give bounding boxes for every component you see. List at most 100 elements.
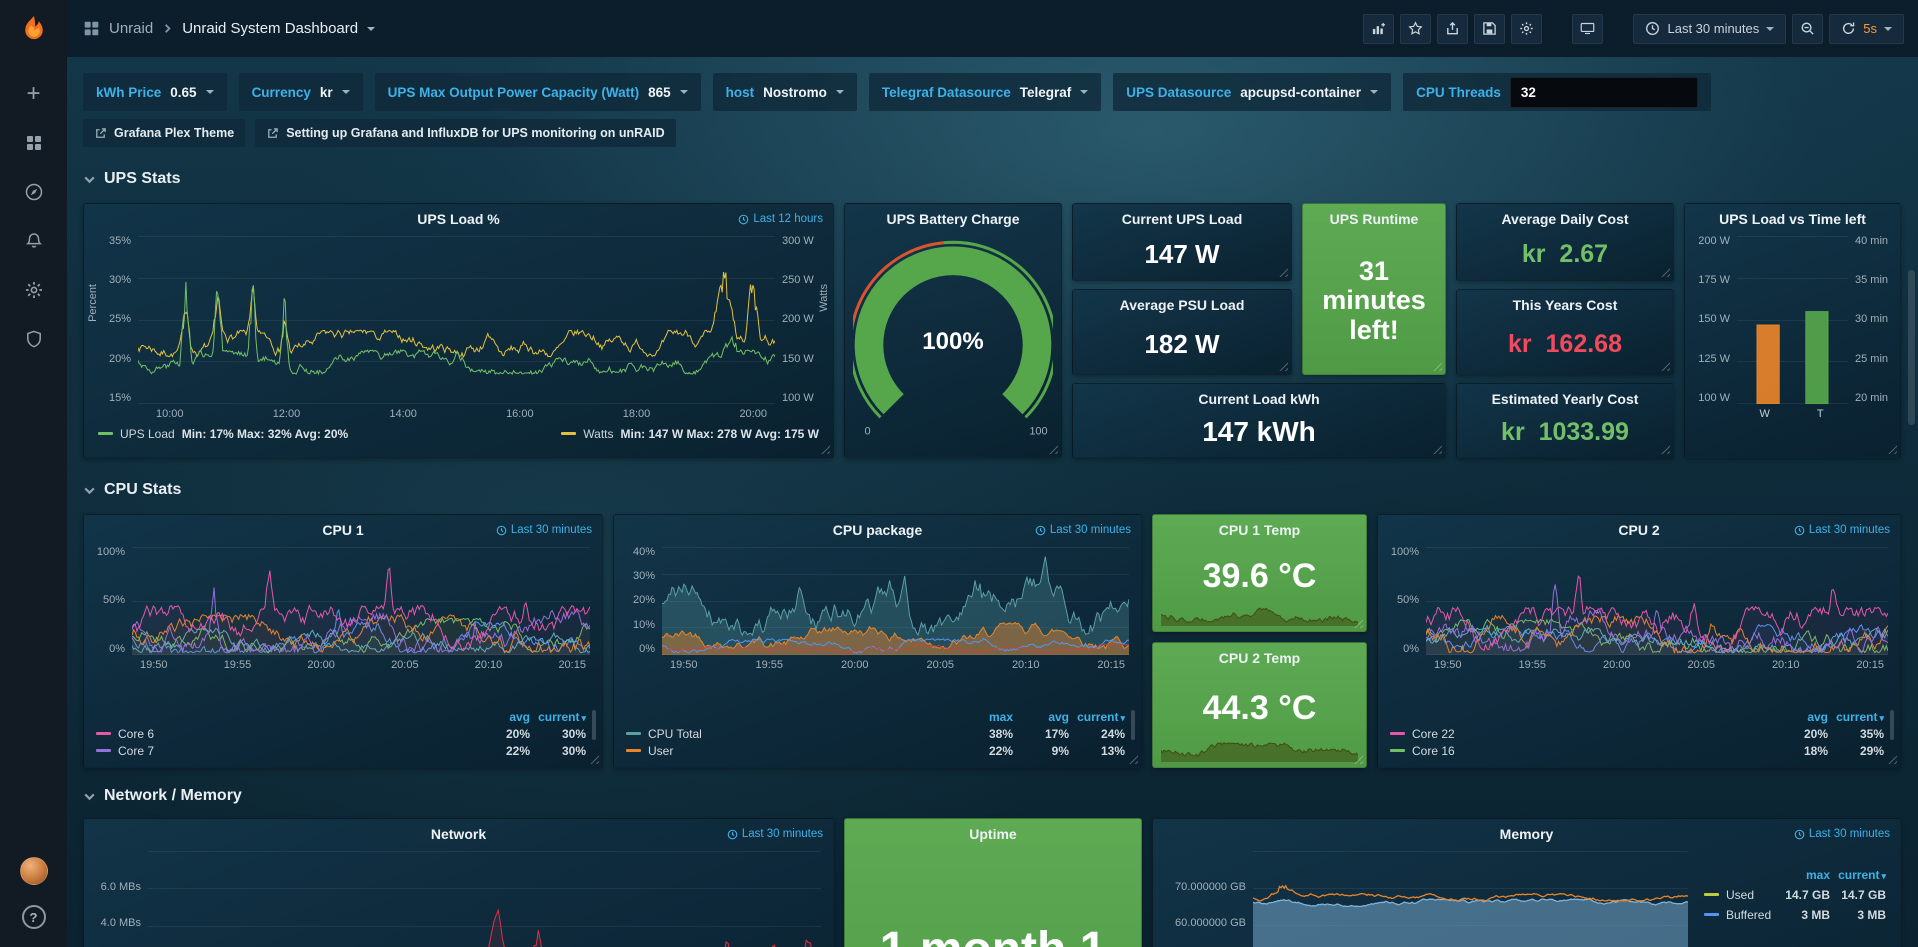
link-ups-monitoring-guide[interactable]: Setting up Grafana and InfluxDB for UPS … <box>255 119 675 147</box>
panel-title[interactable]: Average Daily Cost <box>1457 204 1673 228</box>
legend-value: 9% <box>1013 744 1069 758</box>
legend-scrollbar[interactable] <box>1890 710 1894 740</box>
panel-title[interactable]: CPU 1 Temp <box>1153 515 1366 539</box>
help-icon[interactable]: ? <box>22 905 46 929</box>
panel-title[interactable]: UPS Runtime <box>1303 204 1445 228</box>
legend-value: 22% <box>474 744 530 758</box>
create-plus-icon[interactable]: + <box>23 83 45 105</box>
network-chart[interactable] <box>148 851 821 947</box>
panel-title[interactable]: UPS Load vs Time left <box>1685 204 1900 228</box>
panel-resize-handle[interactable] <box>1128 754 1138 764</box>
breadcrumb-dashboard-title[interactable]: Unraid System Dashboard <box>182 20 358 37</box>
grafana-logo[interactable] <box>0 0 67 57</box>
legend-sort-avg[interactable]: avg <box>474 710 530 724</box>
legend-series-name[interactable]: Buffered <box>1704 908 1774 922</box>
memory-chart[interactable] <box>1253 851 1688 947</box>
caret-down-icon[interactable] <box>367 27 375 31</box>
panel-title[interactable]: Estimated Yearly Cost <box>1457 384 1673 408</box>
server-admin-shield-icon[interactable] <box>23 328 45 350</box>
panel-title[interactable]: CPU 2 Temp <box>1153 643 1366 667</box>
explore-compass-icon[interactable] <box>23 181 45 203</box>
legend-series-name[interactable]: Core 16 <box>1390 744 1772 758</box>
panel-title[interactable]: UPS Battery Charge <box>845 204 1061 228</box>
panel-ups-load-percent: UPS Load % Last 12 hours Percent Watts 3… <box>83 203 834 458</box>
legend-sort-avg[interactable]: avg <box>1013 710 1069 724</box>
legend-item-ups-load[interactable]: UPS Load Min: 17% Max: 32% Avg: 20% <box>98 427 348 441</box>
time-range-picker[interactable]: Last 30 minutes <box>1633 14 1786 44</box>
panel-resize-handle[interactable] <box>1887 754 1897 764</box>
cpu-1-chart[interactable] <box>132 547 590 655</box>
y-tick: 150 W <box>1698 314 1730 325</box>
section-ups-stats[interactable]: UPS Stats <box>83 169 1902 189</box>
share-dashboard-button[interactable] <box>1437 14 1468 44</box>
save-dashboard-button[interactable] <box>1474 14 1505 44</box>
load-vs-time-chart[interactable] <box>1737 236 1848 404</box>
series-color-dash <box>626 749 641 752</box>
legend-item-watts[interactable]: Watts Min: 147 W Max: 278 W Avg: 175 W <box>561 427 819 441</box>
legend-sort-max[interactable]: max <box>957 710 1013 724</box>
cpu-2-chart[interactable] <box>1426 547 1888 655</box>
y-tick: 100 W <box>782 393 814 404</box>
legend-series-name[interactable]: Core 7 <box>96 744 474 758</box>
link-grafana-plex-theme[interactable]: Grafana Plex Theme <box>83 119 245 147</box>
panel-resize-handle[interactable] <box>820 444 830 454</box>
variable-currency[interactable]: Currency kr <box>239 73 363 111</box>
section-network-memory[interactable]: Network / Memory <box>83 786 1902 806</box>
panel-title[interactable]: Current Load kWh <box>1073 384 1445 408</box>
variable-kwh-price[interactable]: kWh Price 0.65 <box>83 73 227 111</box>
cycle-view-mode-button[interactable] <box>1572 14 1603 44</box>
legend-value: 29% <box>1828 744 1884 758</box>
panel-title[interactable]: This Years Cost <box>1457 290 1673 314</box>
variable-ups-datasource[interactable]: UPS Datasource apcupsd-container <box>1113 73 1391 111</box>
section-title: UPS Stats <box>104 170 180 188</box>
dashboards-grid-icon[interactable] <box>23 132 45 154</box>
section-cpu-stats[interactable]: CPU Stats <box>83 480 1902 500</box>
legend-series-name[interactable]: CPU Total <box>626 727 957 741</box>
legend-series-name[interactable]: Core 6 <box>96 727 474 741</box>
variable-host[interactable]: host Nostromo <box>713 73 857 111</box>
cpu-package-chart[interactable] <box>662 547 1129 655</box>
zoom-out-button[interactable] <box>1792 14 1823 44</box>
legend-sort-current[interactable]: current▾ <box>1069 710 1125 724</box>
panel-cpu-2-temp: CPU 2 Temp 44.3 °C <box>1152 642 1367 768</box>
x-tick: 20:05 <box>391 659 419 671</box>
panel-resize-handle[interactable] <box>1048 444 1058 454</box>
legend-scrollbar[interactable] <box>1131 710 1135 740</box>
panel-title[interactable]: Current UPS Load <box>1073 204 1291 228</box>
legend-sort-avg[interactable]: avg <box>1772 710 1828 724</box>
clock-icon <box>727 829 738 840</box>
variable-ups-max-output[interactable]: UPS Max Output Power Capacity (Watt) 865 <box>375 73 701 111</box>
star-dashboard-button[interactable] <box>1400 14 1431 44</box>
alerting-bell-icon[interactable] <box>23 230 45 252</box>
panel-resize-handle[interactable] <box>589 754 599 764</box>
legend-sort-current[interactable]: current▾ <box>530 710 586 724</box>
panel-title[interactable]: Uptime <box>845 819 1141 843</box>
panel-title[interactable]: Network <box>84 819 833 843</box>
variable-label: UPS Max Output Power Capacity (Watt) <box>388 85 640 100</box>
dashboard-settings-button[interactable] <box>1511 14 1542 44</box>
variable-telegraf-datasource[interactable]: Telegraf Datasource Telegraf <box>869 73 1101 111</box>
panel-title[interactable]: Memory <box>1153 819 1900 843</box>
legend-series-name[interactable]: User <box>626 744 957 758</box>
legend-scrollbar[interactable] <box>592 710 596 740</box>
user-avatar[interactable] <box>20 857 48 885</box>
refresh-button[interactable]: 5s <box>1829 14 1904 44</box>
panel-title[interactable]: UPS Load % <box>84 204 833 228</box>
legend-series-name[interactable]: Core 22 <box>1390 727 1772 741</box>
add-panel-button[interactable] <box>1363 14 1394 44</box>
legend-series-name[interactable]: Used <box>1704 888 1774 902</box>
legend-sort-current[interactable]: current▾ <box>1828 710 1884 724</box>
series-color-dash <box>1390 732 1405 735</box>
legend-sort-max[interactable]: max <box>1774 868 1830 882</box>
legend-value: 14.7 GB <box>1830 888 1886 902</box>
legend-sort-current[interactable]: current▾ <box>1830 868 1886 882</box>
panel-resize-handle[interactable] <box>1887 444 1897 454</box>
caret-down-icon <box>1766 27 1774 31</box>
panel-title[interactable]: Average PSU Load <box>1073 290 1291 314</box>
ups-load-chart[interactable] <box>138 236 775 404</box>
breadcrumb-folder[interactable]: Unraid <box>109 20 153 37</box>
cpu-threads-input[interactable] <box>1510 77 1698 108</box>
panel-time-override: Last 30 minutes <box>1794 828 1890 840</box>
configuration-gear-icon[interactable] <box>23 279 45 301</box>
y-tick: 40% <box>633 547 655 558</box>
